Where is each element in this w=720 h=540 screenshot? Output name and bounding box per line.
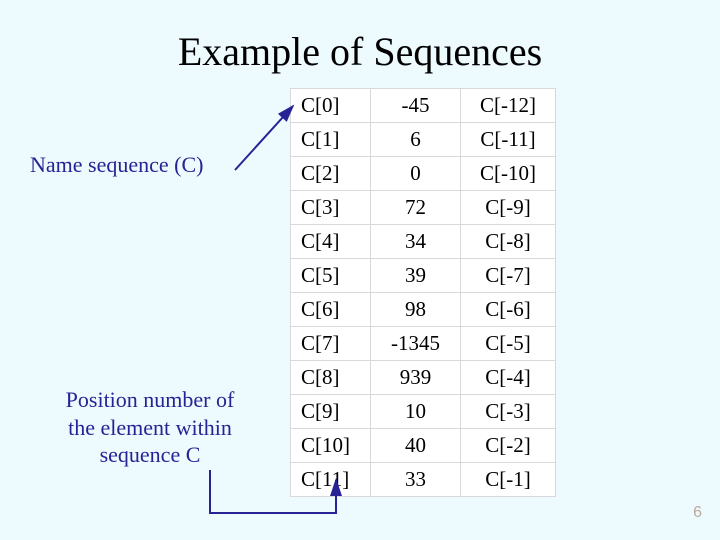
cell-index: C[6] bbox=[291, 293, 371, 327]
cell-negindex: C[-8] bbox=[461, 225, 556, 259]
cell-negindex: C[-5] bbox=[461, 327, 556, 361]
cell-index: C[5] bbox=[291, 259, 371, 293]
cell-index: C[1] bbox=[291, 123, 371, 157]
cell-negindex: C[-2] bbox=[461, 429, 556, 463]
table-row: C[3]72C[-9] bbox=[291, 191, 556, 225]
table-row: C[9]10C[-3] bbox=[291, 395, 556, 429]
cell-index: C[2] bbox=[291, 157, 371, 191]
slide-title: Example of Sequences bbox=[0, 28, 720, 75]
sequence-table-body: C[0]-45C[-12] C[1]6C[-11] C[2]0C[-10] C[… bbox=[291, 89, 556, 497]
cell-index: C[0] bbox=[291, 89, 371, 123]
table-row: C[2]0C[-10] bbox=[291, 157, 556, 191]
arrow-to-C bbox=[235, 106, 293, 170]
cell-index: C[11] bbox=[291, 463, 371, 497]
label-position-number: Position number of the element within se… bbox=[50, 386, 250, 469]
cell-negindex: C[-10] bbox=[461, 157, 556, 191]
cell-value: 0 bbox=[371, 157, 461, 191]
cell-value: 10 bbox=[371, 395, 461, 429]
table-row: C[8]939C[-4] bbox=[291, 361, 556, 395]
table-row: C[1]6C[-11] bbox=[291, 123, 556, 157]
cell-negindex: C[-11] bbox=[461, 123, 556, 157]
cell-negindex: C[-6] bbox=[461, 293, 556, 327]
page-number: 6 bbox=[693, 504, 702, 522]
cell-index: C[8] bbox=[291, 361, 371, 395]
table-row: C[0]-45C[-12] bbox=[291, 89, 556, 123]
cell-negindex: C[-1] bbox=[461, 463, 556, 497]
cell-value: 72 bbox=[371, 191, 461, 225]
cell-value: 98 bbox=[371, 293, 461, 327]
cell-index: C[9] bbox=[291, 395, 371, 429]
cell-value: -45 bbox=[371, 89, 461, 123]
cell-value: 39 bbox=[371, 259, 461, 293]
table-row: C[10]40C[-2] bbox=[291, 429, 556, 463]
cell-negindex: C[-12] bbox=[461, 89, 556, 123]
table-row: C[5]39C[-7] bbox=[291, 259, 556, 293]
cell-negindex: C[-3] bbox=[461, 395, 556, 429]
cell-value: 939 bbox=[371, 361, 461, 395]
table-row: C[7]-1345C[-5] bbox=[291, 327, 556, 361]
table-row: C[4]34C[-8] bbox=[291, 225, 556, 259]
cell-value: 33 bbox=[371, 463, 461, 497]
table-row: C[11]33C[-1] bbox=[291, 463, 556, 497]
cell-index: C[3] bbox=[291, 191, 371, 225]
cell-index: C[4] bbox=[291, 225, 371, 259]
cell-index: C[10] bbox=[291, 429, 371, 463]
table-row: C[6]98C[-6] bbox=[291, 293, 556, 327]
cell-value: 40 bbox=[371, 429, 461, 463]
sequence-table: C[0]-45C[-12] C[1]6C[-11] C[2]0C[-10] C[… bbox=[290, 88, 556, 497]
cell-value: -1345 bbox=[371, 327, 461, 361]
cell-value: 34 bbox=[371, 225, 461, 259]
label-name-sequence: Name sequence (C) bbox=[30, 152, 203, 178]
cell-negindex: C[-4] bbox=[461, 361, 556, 395]
cell-index: C[7] bbox=[291, 327, 371, 361]
cell-value: 6 bbox=[371, 123, 461, 157]
cell-negindex: C[-9] bbox=[461, 191, 556, 225]
cell-negindex: C[-7] bbox=[461, 259, 556, 293]
